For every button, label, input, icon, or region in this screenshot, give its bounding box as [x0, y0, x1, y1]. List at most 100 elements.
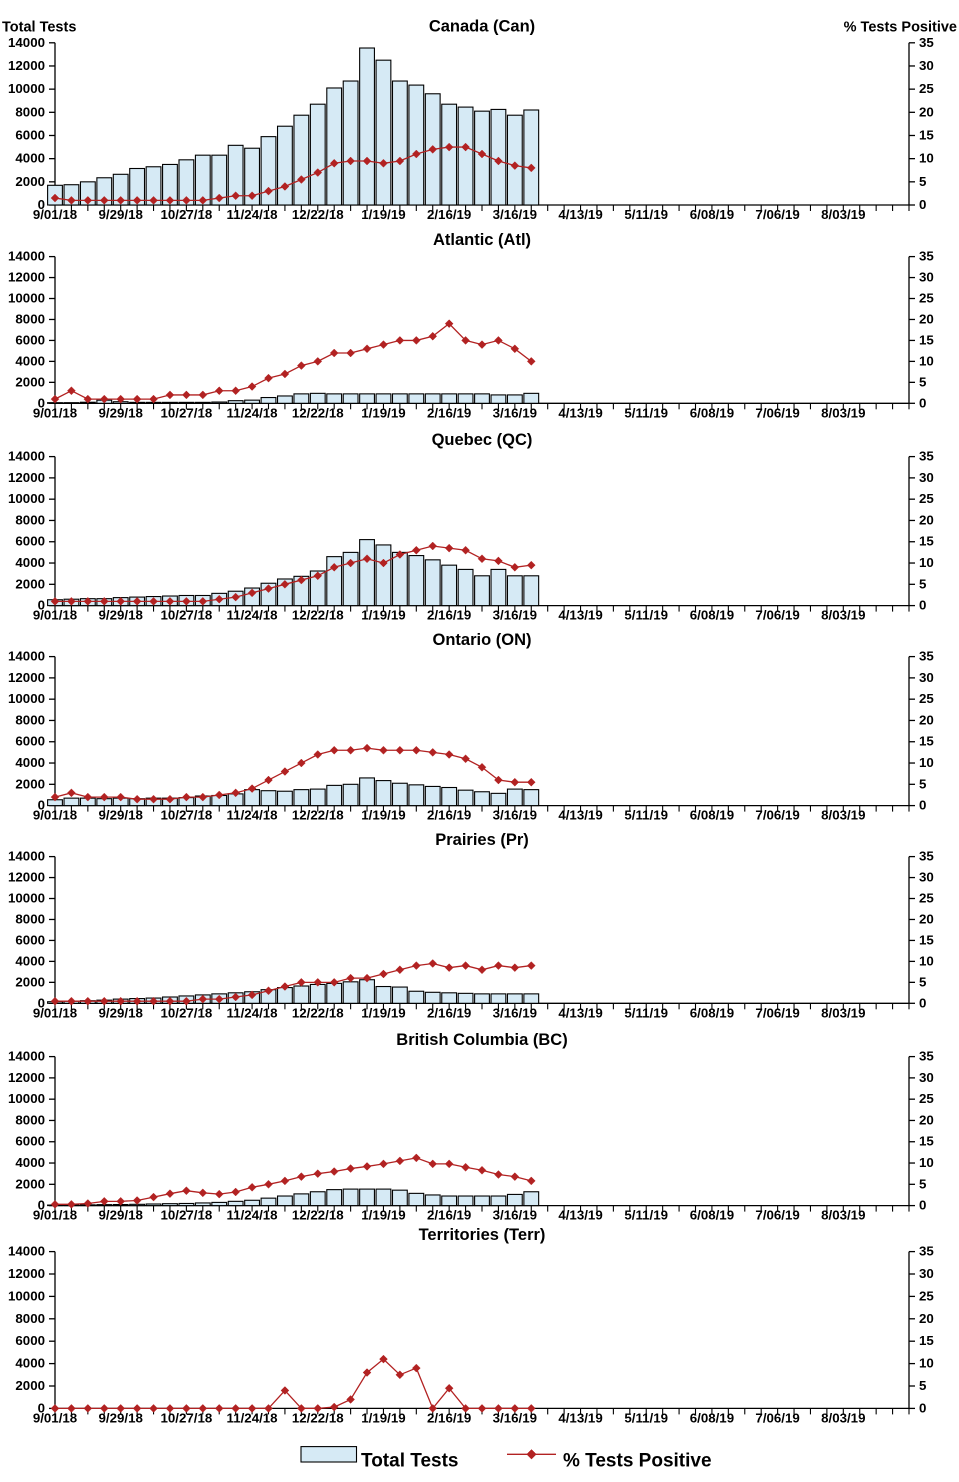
svg-text:12/22/18: 12/22/18: [292, 608, 344, 623]
svg-text:10: 10: [919, 1155, 934, 1170]
svg-text:2000: 2000: [15, 576, 45, 591]
svg-text:35: 35: [919, 1049, 934, 1064]
svg-text:9/01/18: 9/01/18: [33, 405, 77, 420]
svg-text:35: 35: [919, 1244, 934, 1259]
svg-text:14000: 14000: [8, 1244, 45, 1259]
svg-text:Territories (Terr): Territories (Terr): [419, 1226, 546, 1244]
svg-text:11/24/18: 11/24/18: [227, 808, 278, 823]
svg-text:4000: 4000: [15, 1356, 45, 1371]
svg-text:30: 30: [919, 670, 934, 685]
svg-text:4/13/19: 4/13/19: [558, 405, 602, 420]
svg-text:4000: 4000: [15, 1155, 45, 1170]
svg-text:12000: 12000: [8, 670, 45, 685]
svg-text:3/16/19: 3/16/19: [493, 207, 537, 222]
svg-text:0: 0: [919, 995, 926, 1010]
svg-text:9/29/18: 9/29/18: [99, 608, 143, 623]
svg-text:12/22/18: 12/22/18: [292, 207, 344, 222]
svg-text:6000: 6000: [15, 127, 45, 142]
svg-text:0: 0: [919, 798, 926, 813]
svg-text:Atlantic (Atl): Atlantic (Atl): [433, 231, 531, 249]
svg-text:5/11/19: 5/11/19: [624, 1410, 668, 1425]
svg-text:7/06/19: 7/06/19: [755, 405, 799, 420]
svg-text:11/24/18: 11/24/18: [227, 207, 278, 222]
svg-text:10: 10: [919, 953, 934, 968]
svg-text:7/06/19: 7/06/19: [755, 608, 799, 623]
svg-text:3/16/19: 3/16/19: [493, 608, 537, 623]
svg-text:15: 15: [919, 1333, 934, 1348]
svg-text:20: 20: [919, 512, 934, 527]
svg-text:6/08/19: 6/08/19: [690, 405, 734, 420]
svg-text:10/27/18: 10/27/18: [161, 405, 213, 420]
svg-text:12000: 12000: [8, 1070, 45, 1085]
svg-text:5/11/19: 5/11/19: [624, 207, 668, 222]
svg-text:7/06/19: 7/06/19: [755, 1005, 799, 1020]
svg-text:30: 30: [919, 1266, 934, 1281]
svg-text:35: 35: [919, 849, 934, 864]
svg-text:9/29/18: 9/29/18: [99, 1005, 143, 1020]
svg-text:35: 35: [919, 649, 934, 664]
svg-text:5: 5: [919, 576, 927, 591]
svg-text:2000: 2000: [15, 974, 45, 989]
svg-text:8/03/19: 8/03/19: [821, 405, 865, 420]
svg-text:12000: 12000: [8, 270, 45, 285]
svg-text:15: 15: [919, 534, 934, 549]
svg-text:10000: 10000: [8, 491, 45, 506]
svg-text:4/13/19: 4/13/19: [558, 1208, 602, 1223]
svg-text:6/08/19: 6/08/19: [690, 207, 734, 222]
svg-text:0: 0: [919, 197, 926, 212]
svg-text:15: 15: [919, 332, 934, 347]
svg-text:6/08/19: 6/08/19: [690, 608, 734, 623]
svg-text:8/03/19: 8/03/19: [821, 808, 865, 823]
svg-text:5/11/19: 5/11/19: [624, 405, 668, 420]
svg-text:4/13/19: 4/13/19: [558, 1005, 602, 1020]
svg-text:4000: 4000: [15, 755, 45, 770]
svg-text:25: 25: [919, 291, 934, 306]
svg-text:10/27/18: 10/27/18: [161, 1208, 213, 1223]
svg-text:10/27/18: 10/27/18: [161, 608, 213, 623]
svg-text:30: 30: [919, 270, 934, 285]
svg-text:2000: 2000: [15, 1176, 45, 1191]
svg-text:15: 15: [919, 1134, 934, 1149]
svg-text:10000: 10000: [8, 691, 45, 706]
svg-text:8000: 8000: [15, 104, 45, 119]
svg-text:3/16/19: 3/16/19: [493, 405, 537, 420]
svg-text:6000: 6000: [15, 332, 45, 347]
svg-text:6/08/19: 6/08/19: [690, 1005, 734, 1020]
svg-text:8000: 8000: [15, 1311, 45, 1326]
svg-text:2000: 2000: [15, 1378, 45, 1393]
svg-text:Quebec (QC): Quebec (QC): [432, 431, 533, 449]
svg-text:35: 35: [919, 449, 934, 464]
svg-text:9/29/18: 9/29/18: [99, 207, 143, 222]
svg-text:10: 10: [919, 353, 934, 368]
svg-text:1/19/19: 1/19/19: [361, 207, 405, 222]
svg-text:14000: 14000: [8, 35, 45, 50]
svg-text:7/06/19: 7/06/19: [755, 1208, 799, 1223]
svg-text:3/16/19: 3/16/19: [493, 1005, 537, 1020]
svg-text:10: 10: [919, 555, 934, 570]
svg-text:20: 20: [919, 712, 934, 727]
svg-text:20: 20: [919, 1311, 934, 1326]
svg-text:2000: 2000: [15, 174, 45, 189]
svg-text:20: 20: [919, 1112, 934, 1127]
svg-text:4/13/19: 4/13/19: [558, 808, 602, 823]
svg-text:2000: 2000: [15, 374, 45, 389]
svg-text:9/01/18: 9/01/18: [33, 1208, 77, 1223]
svg-text:4/13/19: 4/13/19: [558, 207, 602, 222]
svg-text:6/08/19: 6/08/19: [690, 808, 734, 823]
svg-text:20: 20: [919, 311, 934, 326]
svg-text:5/11/19: 5/11/19: [624, 1208, 668, 1223]
svg-text:11/24/18: 11/24/18: [227, 608, 278, 623]
svg-text:5: 5: [919, 1378, 927, 1393]
svg-text:8000: 8000: [15, 311, 45, 326]
svg-text:30: 30: [919, 470, 934, 485]
svg-text:12/22/18: 12/22/18: [292, 1005, 344, 1020]
svg-text:5: 5: [919, 776, 927, 791]
svg-text:25: 25: [919, 1288, 934, 1303]
svg-text:14000: 14000: [8, 1049, 45, 1064]
svg-text:8/03/19: 8/03/19: [821, 207, 865, 222]
svg-text:5/11/19: 5/11/19: [624, 608, 668, 623]
svg-text:10: 10: [919, 1356, 934, 1371]
svg-text:0: 0: [919, 395, 926, 410]
svg-text:8/03/19: 8/03/19: [821, 1410, 865, 1425]
svg-text:9/01/18: 9/01/18: [33, 207, 77, 222]
